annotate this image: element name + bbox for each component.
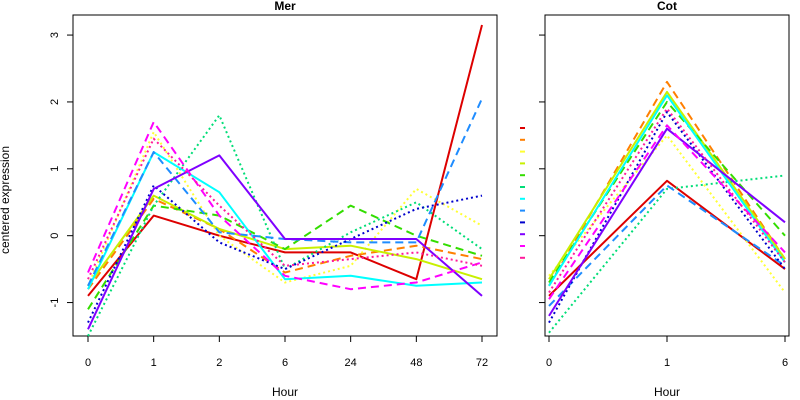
x-tick-label: 1 bbox=[664, 357, 670, 369]
series-line-4 bbox=[548, 90, 786, 280]
y-axis-label: centered expression bbox=[0, 146, 12, 254]
x-tick-label: 48 bbox=[410, 357, 422, 369]
series-line-12 bbox=[87, 137, 483, 280]
series-line-6 bbox=[548, 174, 786, 334]
chart-title: Cot bbox=[657, 0, 677, 13]
series-line-10 bbox=[87, 154, 483, 330]
y-tick-label: 0 bbox=[49, 233, 61, 239]
x-tick-label: 2 bbox=[216, 357, 222, 369]
chart-panel-mer: Mer 0 1 2 6 24 48 72 Hour -1 0 1 2 3 bbox=[49, 0, 498, 399]
x-tick-label: 72 bbox=[476, 357, 488, 369]
series-line-10 bbox=[548, 127, 786, 317]
series-line-11 bbox=[87, 121, 483, 291]
series-line-1 bbox=[548, 179, 786, 297]
series-line-2 bbox=[87, 197, 483, 290]
chart-title: Mer bbox=[274, 0, 296, 13]
chart-panel-cot: Cot 0 1 6 Hour bbox=[539, 0, 790, 399]
series-line-3 bbox=[87, 131, 483, 287]
y-tick-label: 1 bbox=[49, 166, 61, 172]
series-line-1 bbox=[87, 24, 483, 297]
x-tick-label: 6 bbox=[782, 357, 788, 369]
plot-frame bbox=[72, 14, 498, 337]
series-line-12 bbox=[548, 107, 786, 294]
series-line-6 bbox=[87, 114, 483, 337]
y-tick-label: -1 bbox=[49, 298, 61, 308]
x-tick-label: 6 bbox=[282, 357, 288, 369]
x-tick-label: 0 bbox=[546, 357, 552, 369]
series-line-8 bbox=[548, 184, 786, 307]
x-axis-label: Hour bbox=[654, 385, 680, 399]
y-tick-label: 2 bbox=[49, 99, 61, 105]
x-axis-label: Hour bbox=[272, 385, 298, 399]
y-tick-label: 3 bbox=[49, 32, 61, 38]
x-tick-label: 24 bbox=[345, 357, 357, 369]
series-line-3 bbox=[548, 134, 786, 294]
plot-frame bbox=[544, 14, 790, 337]
x-tick-label: 0 bbox=[85, 357, 91, 369]
x-tick-label: 1 bbox=[151, 357, 157, 369]
legend-markers bbox=[520, 127, 525, 259]
series-line-7 bbox=[548, 94, 786, 287]
